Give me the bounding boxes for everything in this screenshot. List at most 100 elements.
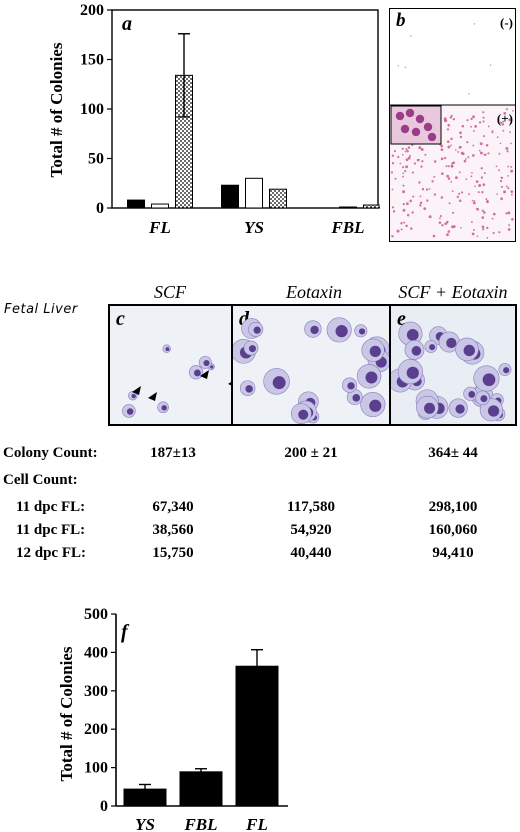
cell-dot [473, 23, 476, 25]
cell-nucleus [424, 402, 436, 414]
bar [363, 204, 380, 209]
cell-nucleus [503, 367, 510, 374]
cell-dot [471, 154, 475, 157]
cell-dot [472, 201, 476, 205]
cell-dot [450, 144, 452, 147]
x-tick-label: FBL [183, 815, 217, 832]
inset-cell [411, 127, 421, 137]
cell-dot [470, 125, 472, 128]
cell-dot [463, 159, 467, 163]
cell-dot [402, 166, 405, 169]
table-row-label: 12 dpc FL: [16, 545, 87, 561]
cell-dot [482, 111, 485, 114]
cell-dot [460, 151, 464, 155]
cell-nucleus [463, 344, 475, 357]
y-tick-label: 150 [80, 52, 104, 69]
micrograph-e-letter: e [397, 308, 406, 330]
cell-dot [401, 153, 404, 156]
cell-dot [447, 177, 451, 180]
cell-dot [456, 195, 459, 199]
cell-dot [402, 208, 406, 212]
heading-scf: SCF [153, 282, 186, 302]
cell-dot [407, 146, 411, 149]
x-tick-label: FL [245, 815, 268, 832]
cell-dot [390, 171, 394, 174]
cell-dot [498, 169, 500, 172]
cell-dot [470, 221, 473, 224]
cell-nucleus [203, 359, 210, 367]
cell-dot [440, 148, 444, 151]
cell-dot [445, 165, 448, 168]
cell-dot [444, 222, 448, 226]
table-cell: 67,340 [152, 499, 194, 515]
cell-nucleus [429, 344, 436, 351]
cell-dot [404, 170, 407, 173]
y-tick-label: 400 [84, 644, 108, 661]
fetal-liver-label: Fetal Liver [4, 302, 78, 317]
x-tick-label: FL [148, 218, 171, 237]
cell-dot [478, 184, 482, 187]
cell-dot [419, 195, 422, 198]
cell-dot [512, 110, 514, 112]
cell-dot [394, 177, 397, 180]
cell-count-label: Cell Count: [3, 472, 78, 488]
y-tick-label: 200 [84, 721, 108, 738]
bar [221, 184, 239, 209]
cell-dot [468, 193, 471, 196]
cell-dot [450, 181, 453, 183]
cell-dot [451, 190, 454, 193]
cell-dot [505, 147, 509, 150]
cell-dot [508, 118, 512, 122]
cell-dot [507, 187, 510, 190]
cell-dot [446, 174, 450, 178]
cell-dot [441, 224, 444, 227]
table-cell: 94,410 [432, 545, 474, 561]
chart-a-ylabel: Total # of Colonies [47, 42, 66, 177]
cell-dot [460, 146, 462, 148]
cell-nucleus [365, 371, 378, 384]
cell-dot [443, 117, 447, 121]
cell-dot [507, 228, 511, 231]
heading-eotaxin: Eotaxin [286, 282, 342, 302]
table-row-label: 11 dpc FL: [16, 522, 86, 538]
cell-dot [473, 200, 476, 202]
cell-dot [438, 221, 442, 224]
cell-dot [496, 193, 498, 195]
cell-dot [409, 154, 411, 157]
cell-dot [492, 212, 496, 216]
cell-dot [403, 221, 406, 224]
cell-dot [391, 154, 395, 157]
cell-nucleus [358, 328, 366, 335]
cell-nucleus [253, 326, 261, 334]
cell-dot [440, 144, 444, 148]
cell-dot [421, 160, 424, 163]
cell-dot [411, 211, 414, 214]
cell-dot [472, 144, 475, 147]
y-tick-label: 300 [84, 683, 108, 700]
cell-nucleus [126, 408, 134, 415]
cell-dot [447, 145, 451, 149]
cell-dot [507, 175, 509, 177]
cell-dot [452, 161, 456, 165]
inset-cell [423, 122, 433, 132]
cell-dot [470, 175, 473, 178]
cell-dot [509, 131, 511, 133]
cell-dot [450, 114, 453, 117]
cell-dot [501, 177, 504, 180]
cell-dot [413, 162, 417, 165]
cell-dot [474, 124, 478, 128]
cell-nucleus [480, 395, 488, 403]
colony-count-scf: 187±13 [150, 445, 196, 461]
cell-dot [472, 115, 475, 119]
cell-nucleus [245, 385, 253, 393]
cell-dot [503, 112, 507, 115]
table-cell: 54,920 [290, 522, 332, 538]
cell-dot [446, 220, 449, 223]
cell-nucleus [272, 376, 286, 390]
colony-count-label: Colony Count: [3, 445, 98, 461]
cell-dot [481, 209, 484, 212]
cell-dot [485, 198, 488, 201]
cell-dot [500, 197, 504, 201]
inset-cell [427, 132, 437, 142]
cell-dot [428, 188, 431, 190]
